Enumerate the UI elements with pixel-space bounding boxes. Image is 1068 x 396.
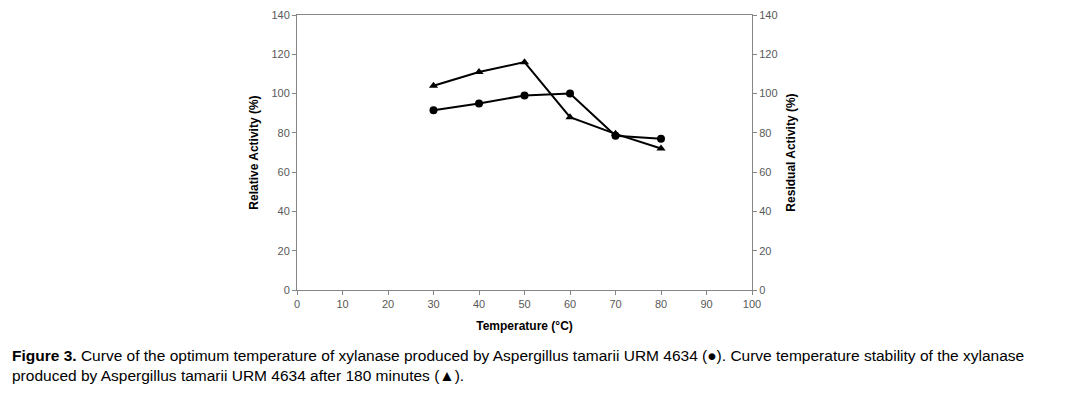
svg-text:140: 140 <box>759 9 777 21</box>
svg-text:0: 0 <box>294 298 300 310</box>
svg-text:100: 100 <box>743 298 761 310</box>
svg-text:80: 80 <box>278 127 290 139</box>
svg-text:40: 40 <box>759 205 771 217</box>
svg-text:20: 20 <box>759 245 771 257</box>
svg-text:80: 80 <box>655 298 667 310</box>
svg-text:120: 120 <box>271 48 289 60</box>
svg-text:20: 20 <box>382 298 394 310</box>
svg-text:100: 100 <box>271 87 289 99</box>
svg-text:60: 60 <box>278 166 290 178</box>
svg-text:Relative Activity (%): Relative Activity (%) <box>247 95 261 209</box>
svg-text:70: 70 <box>609 298 621 310</box>
html-text:Figure 3. Curve of the optimum: Figure 3. Curve of the optimum temperatu… <box>12 347 1025 384</box>
svg-text:0: 0 <box>284 284 290 296</box>
svg-text:50: 50 <box>518 298 530 310</box>
svg-text:140: 140 <box>271 9 289 21</box>
svg-text:40: 40 <box>278 205 290 217</box>
svg-text:10: 10 <box>336 298 348 310</box>
svg-text:80: 80 <box>759 127 771 139</box>
svg-text:Temperature (°C): Temperature (°C) <box>476 319 573 333</box>
svg-text:30: 30 <box>427 298 439 310</box>
svg-text:Residual Activity (%): Residual Activity (%) <box>784 93 798 211</box>
svg-text:100: 100 <box>759 87 777 99</box>
svg-text:120: 120 <box>759 48 777 60</box>
svg-text:40: 40 <box>473 298 485 310</box>
svg-text:20: 20 <box>278 245 290 257</box>
svg-text:60: 60 <box>759 166 771 178</box>
svg-text:90: 90 <box>700 298 712 310</box>
svg-text:0: 0 <box>759 284 765 296</box>
svg-text:60: 60 <box>564 298 576 310</box>
